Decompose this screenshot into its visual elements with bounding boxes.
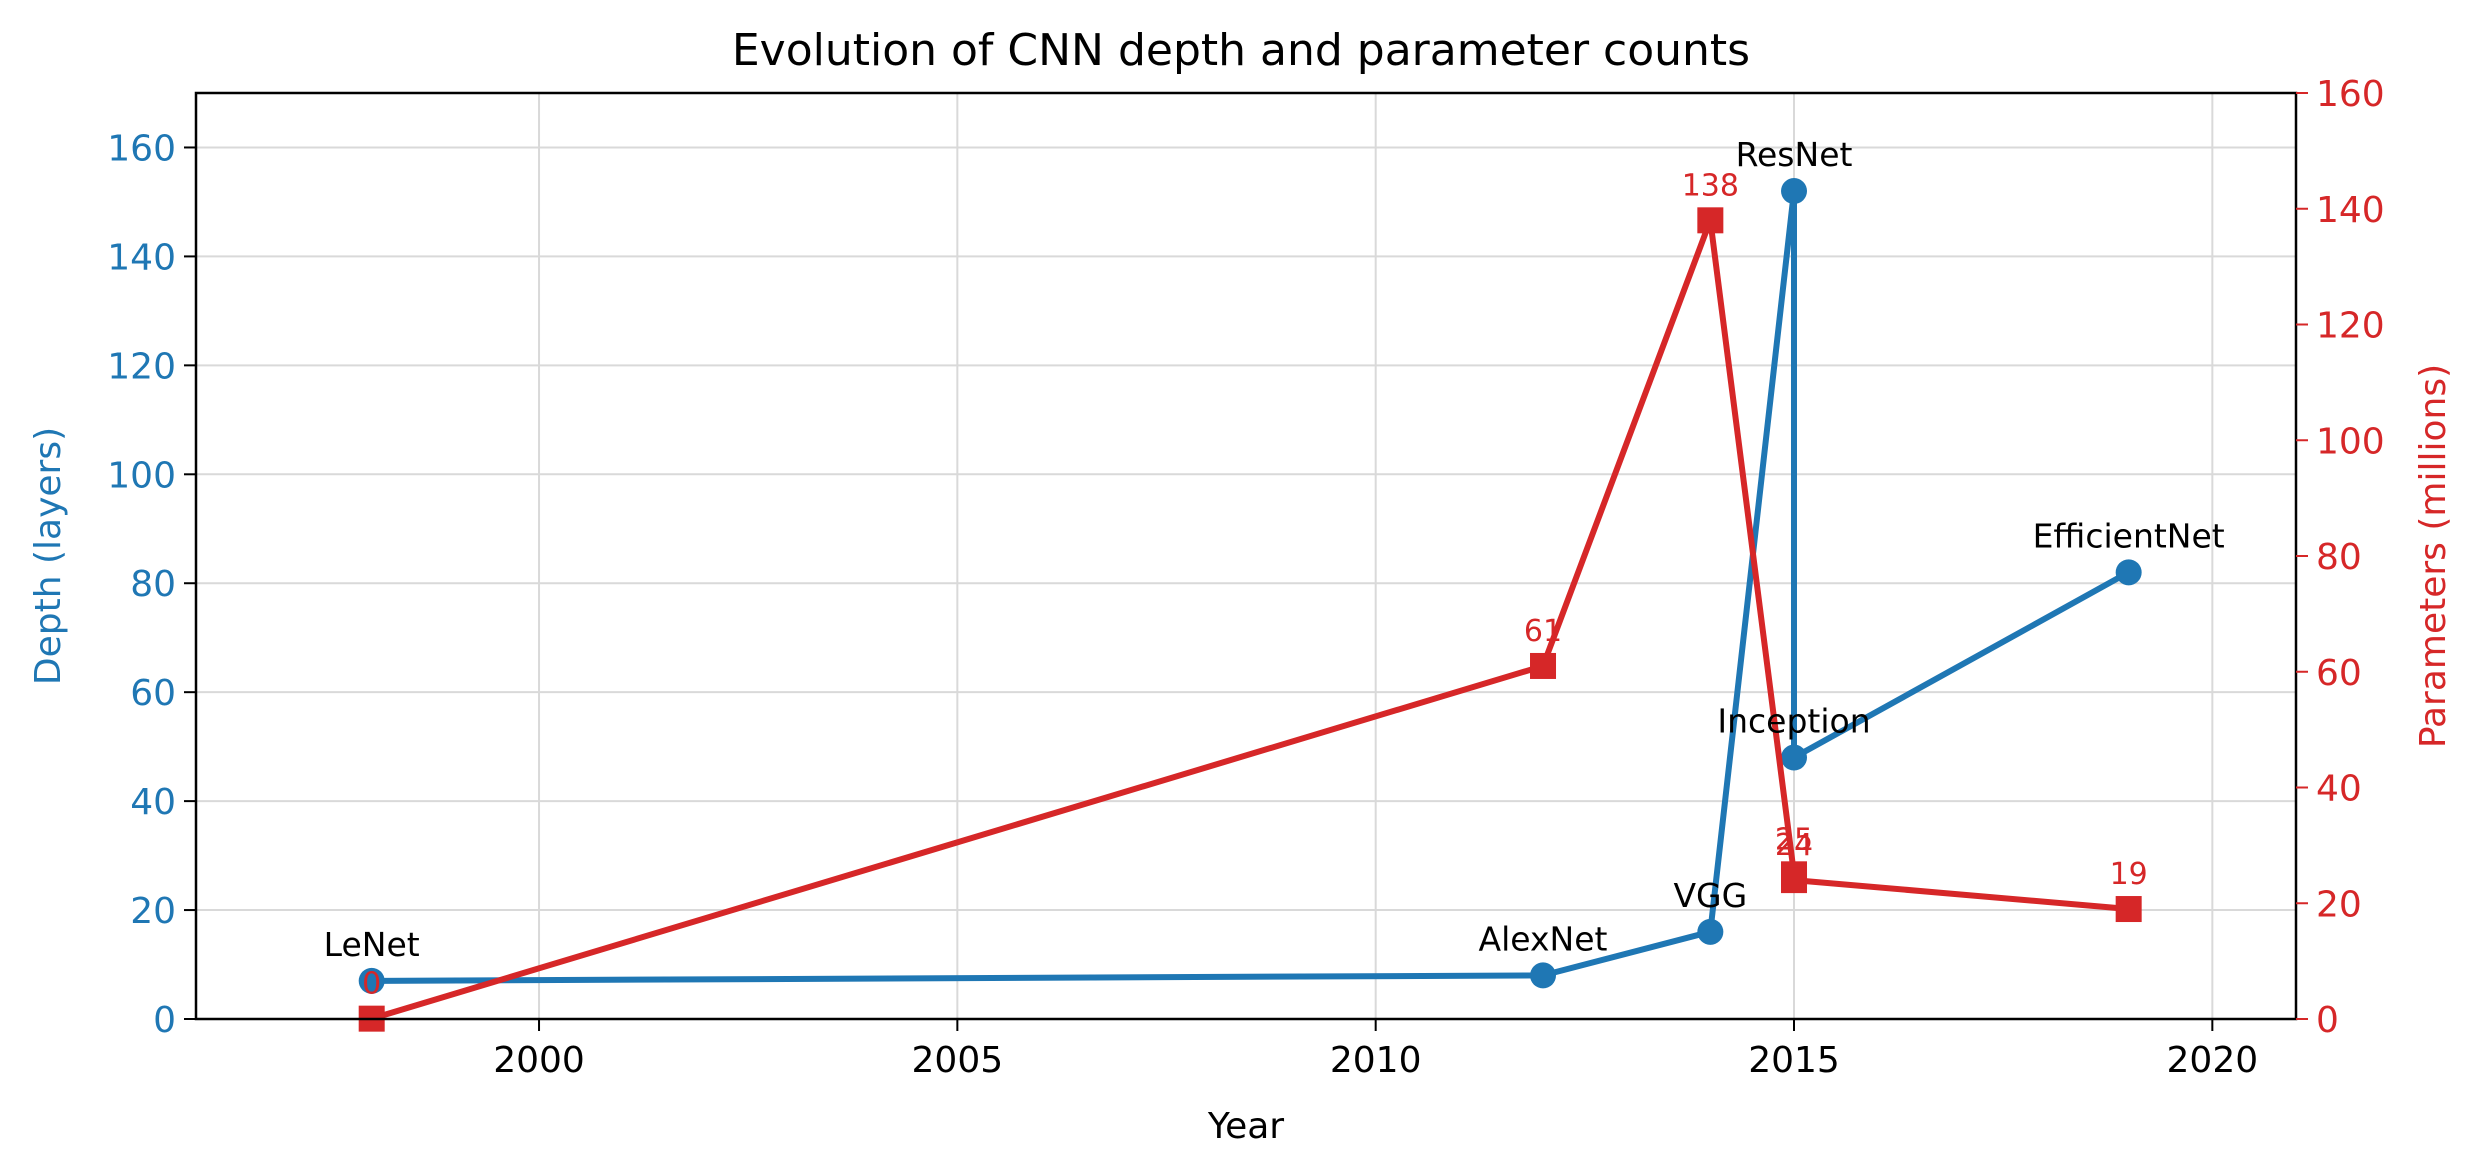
params-point	[1697, 207, 1724, 234]
x-tick-label: 2015	[1748, 1040, 1840, 1081]
y-left-tick-label: 100	[107, 455, 176, 496]
y-left-tick-label: 0	[153, 1000, 176, 1041]
depth-point	[1530, 962, 1557, 989]
series-layer	[358, 178, 2142, 1032]
model-label: Inception	[1717, 702, 1870, 741]
y-left-tick-label: 60	[130, 673, 176, 714]
model-label: ResNet	[1736, 135, 1853, 174]
model-label: AlexNet	[1479, 919, 1608, 958]
x-tick-label: 2020	[2167, 1040, 2259, 1081]
depth-point	[1697, 918, 1724, 945]
y-axis-label-left: Depth (layers)	[28, 427, 69, 685]
param-value-label: 138	[1682, 168, 1739, 203]
y-right-tick-label: 0	[2316, 1000, 2339, 1041]
y-right-tick-label: 160	[2316, 74, 2385, 115]
x-tick-label: 2005	[912, 1040, 1004, 1081]
y-right-tick-label: 20	[2316, 884, 2362, 925]
model-label: LeNet	[324, 925, 420, 964]
x-tick-label: 2010	[1330, 1040, 1422, 1081]
y-left-tick-label: 80	[130, 564, 176, 605]
params-point	[1781, 867, 1808, 894]
y-right-tick-label: 60	[2316, 653, 2362, 694]
y-right-tick-label: 120	[2316, 306, 2385, 347]
grid	[196, 93, 2296, 1020]
params-point	[1530, 652, 1557, 679]
model-label: EfficientNet	[2033, 516, 2225, 555]
y-left-tick-label: 40	[130, 782, 176, 823]
param-value-label: 61	[1524, 614, 1562, 649]
params-line	[370, 217, 2129, 1022]
y-right-tick-label: 40	[2316, 769, 2362, 810]
model-label: VGG	[1673, 876, 1747, 915]
plot-frame	[194, 91, 2298, 1021]
param-value-label: 0	[362, 967, 381, 1002]
chart-title: Evolution of CNN depth and parameter cou…	[732, 25, 1750, 76]
y-right-tick-label: 80	[2316, 537, 2362, 578]
depth-line	[371, 188, 2131, 984]
param-value-label: 24	[1775, 828, 1813, 863]
y-left-tick-label: 160	[107, 128, 176, 169]
y-left-tick-label: 20	[130, 891, 176, 932]
depth-point	[1781, 178, 1808, 205]
y-right-tick-label: 140	[2316, 190, 2385, 231]
param-value-label: 19	[2110, 857, 2148, 892]
y-axis-label-right: Parameters (millions)	[2413, 364, 2454, 748]
x-axis-label: Year	[1207, 1106, 1284, 1147]
tick-layer: 2000 2005 2010 2015 202002040608010012014016…	[107, 74, 2384, 1081]
y-right-tick-label: 100	[2316, 421, 2385, 462]
depth-point	[358, 967, 385, 994]
annotation-layer: LeNet AlexNet VGG ResNet Inception EfficientN…	[324, 135, 2225, 1002]
y-left-tick-label: 120	[107, 346, 176, 387]
y-left-tick-label: 140	[107, 237, 176, 278]
param-value-label: 25	[1775, 822, 1813, 857]
depth-point	[2115, 559, 2142, 586]
depth-point	[1781, 744, 1808, 771]
x-tick-label: 2000	[493, 1040, 585, 1081]
params-point	[2115, 896, 2142, 923]
